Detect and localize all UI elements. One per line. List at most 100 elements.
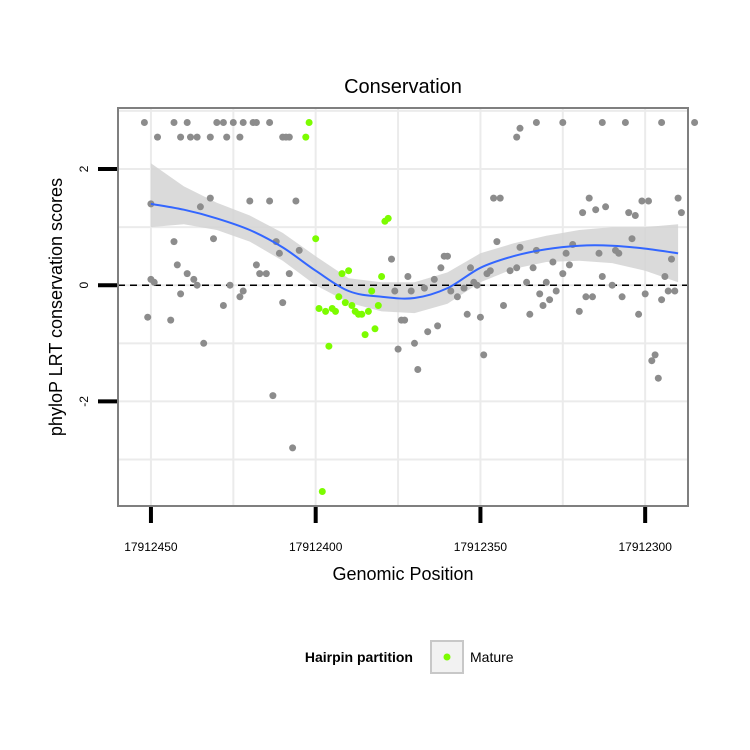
data-point-mature — [345, 267, 353, 275]
data-point-other — [598, 273, 606, 280]
data-point-other — [206, 194, 214, 202]
data-point-other — [582, 293, 590, 301]
data-point-other — [434, 322, 442, 330]
data-point-other — [579, 209, 587, 217]
data-point-other — [473, 281, 481, 289]
data-point-other — [430, 275, 438, 283]
y-tick-label: 2 — [77, 165, 91, 172]
data-point-other — [394, 345, 402, 353]
data-point-other — [256, 270, 264, 278]
data-point-other — [252, 119, 260, 126]
data-point-other — [631, 212, 639, 219]
data-point-other — [420, 284, 428, 292]
data-point-other — [170, 119, 178, 126]
legend: Hairpin partition Mature — [305, 640, 514, 674]
data-point-other — [388, 255, 395, 263]
y-axis: -2 0 2 — [77, 165, 117, 407]
data-point-other — [523, 278, 531, 286]
data-point-other — [549, 258, 557, 266]
data-point-mature — [358, 310, 366, 318]
data-point-mature — [305, 119, 313, 126]
data-point-other — [671, 287, 679, 295]
gridlines — [118, 108, 688, 506]
data-point-other — [506, 267, 514, 275]
data-point-other — [602, 203, 610, 211]
data-point-other — [140, 119, 148, 126]
data-point-other — [285, 133, 293, 141]
data-point-other — [262, 270, 270, 278]
data-point-mature — [348, 302, 356, 309]
data-point-other — [167, 316, 175, 324]
data-point-other — [206, 133, 214, 141]
data-point-other — [589, 293, 596, 301]
data-point-other — [480, 351, 488, 359]
data-point-other — [592, 206, 600, 214]
data-point-other — [559, 119, 567, 126]
data-point-other — [677, 209, 685, 217]
data-point-other — [223, 133, 231, 141]
data-point-other — [236, 133, 244, 141]
data-point-other — [608, 281, 616, 289]
points-layer — [140, 119, 699, 495]
data-point-other — [285, 270, 293, 278]
data-point-other — [437, 264, 445, 272]
data-point-other — [154, 133, 161, 141]
data-point-other — [615, 249, 623, 257]
data-point-other — [411, 339, 418, 347]
data-point-other — [453, 293, 461, 301]
x-tick-label: 17912350 — [454, 540, 508, 554]
data-point-other — [177, 133, 185, 141]
data-point-other — [210, 235, 217, 243]
data-point-other — [177, 290, 185, 298]
data-point-other — [219, 302, 227, 309]
data-point-other — [150, 278, 158, 286]
x-axis: 17912450 17912400 17912350 17912300 — [124, 507, 672, 554]
data-point-other — [463, 310, 471, 318]
data-point-other — [246, 197, 254, 205]
data-point-mature — [322, 307, 330, 315]
data-point-other — [529, 264, 537, 272]
confidence-ribbon — [150, 163, 679, 314]
data-point-other — [219, 119, 227, 126]
data-point-other — [183, 270, 191, 278]
data-point-other — [460, 284, 468, 292]
data-point-other — [565, 261, 573, 269]
data-point-other — [575, 307, 583, 315]
data-point-mature — [335, 293, 343, 301]
data-point-mature — [315, 305, 323, 312]
data-point-other — [269, 392, 277, 400]
data-point-other — [252, 261, 260, 269]
data-point-other — [668, 255, 675, 263]
data-point-other — [193, 281, 201, 289]
data-point-other — [559, 270, 567, 278]
data-point-other — [467, 264, 474, 272]
x-axis-title: Genomic Position — [332, 564, 473, 584]
data-point-other — [193, 133, 201, 141]
data-point-other — [391, 287, 399, 295]
data-point-other — [490, 194, 498, 202]
data-point-other — [595, 249, 603, 257]
data-point-other — [496, 194, 504, 202]
data-point-other — [598, 119, 606, 126]
data-point-other — [407, 287, 415, 295]
data-point-other — [664, 287, 672, 295]
y-tick-label: 0 — [77, 282, 91, 289]
data-point-mature — [341, 299, 349, 307]
x-tick-label: 17912450 — [124, 540, 178, 554]
data-point-other — [239, 287, 247, 295]
data-point-other — [476, 313, 484, 321]
smooth-line-layer — [150, 202, 679, 300]
data-point-other — [275, 249, 283, 257]
x-tick-label: 17912400 — [289, 540, 343, 554]
data-point-other — [651, 351, 659, 359]
data-point-other — [516, 124, 524, 132]
data-point-other — [404, 273, 412, 280]
data-point-mature — [332, 307, 339, 315]
data-point-other — [585, 194, 593, 202]
data-point-other — [536, 290, 544, 298]
data-point-mature — [318, 488, 326, 495]
data-point-other — [635, 310, 643, 318]
data-point-other — [658, 296, 666, 304]
data-point-other — [196, 203, 204, 211]
